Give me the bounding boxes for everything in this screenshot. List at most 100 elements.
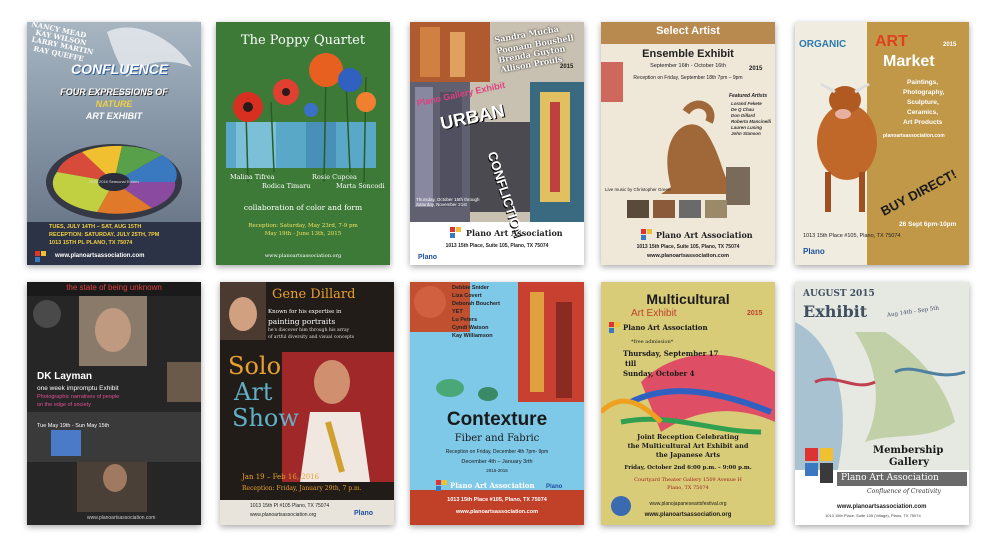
dillard-blurb-4: of artful diversity and visual concepts (268, 335, 355, 340)
ensemble-org: Plano Art Association (656, 230, 753, 240)
ensemble-featured-1: Lorand Fekete (731, 101, 762, 106)
multicultural-title-1: Multicultural (646, 291, 730, 307)
confluence-subtitle-3: ART EXHIBIT (85, 111, 143, 121)
poster-confluence[interactable]: NANCY MEAD KAY WILSON LARRY MARTIN RAY Q… (27, 22, 201, 265)
contexture-reception: Reception on Friday, December 4th 7pm- 9… (445, 449, 549, 455)
poppy-title: The Poppy Quartet (240, 33, 366, 48)
ensemble-year: 2015 (749, 66, 763, 72)
dillard-dates: Jan 19 – Feb 16, 2016 (242, 473, 320, 481)
paa-logo-icon (450, 227, 462, 239)
dillard-name: Gene Dillard (272, 287, 356, 302)
dillard-blurb-3: he's discover him through his array (268, 328, 350, 333)
dillard-paintings (220, 282, 394, 525)
layman-photos (27, 282, 201, 512)
poster-contexture[interactable]: Debbie Snider Liza Covert Deborah Bouche… (410, 282, 584, 525)
confluence-art (27, 27, 201, 265)
layman-artist: DK Layman (37, 371, 93, 382)
multicultural-free: *free admission* (631, 339, 674, 345)
poster-august-exhibit[interactable]: AUGUST 2015 Exhibit Aug 14th - Sep 5th M… (795, 282, 969, 525)
dillard-reception: Reception: Friday, January 29th, 7 p.m. (242, 485, 362, 492)
paa-logo-icon (436, 480, 448, 492)
confluence-subtitle-1: FOUR EXPRESSIONS OF (60, 87, 168, 97)
dillard-address: 1013 15th Pl #105 Plano, TX 75074 (250, 503, 330, 509)
organic-item-3: Sculpture, (907, 99, 939, 106)
contexture-logo: Plano (546, 484, 563, 490)
ensemble-dates: September 16th - October 16th (650, 63, 726, 69)
ensemble-music: Live music by Christopher Green (605, 187, 671, 192)
poppy-painting (226, 53, 376, 183)
ensemble-featured-5: Lauren Lusing (731, 125, 763, 130)
ensemble-title: Ensemble Exhibit (642, 48, 734, 60)
dillard-url[interactable]: www.planoartsassociation.org (250, 512, 317, 518)
layman-line-1: one week impromptu Exhibit (37, 385, 119, 392)
confluence-reception: RECEPTION: SATURDAY, JULY 25TH, 7PM (49, 232, 160, 238)
poppy-url[interactable]: www.planoartsassociation.org (264, 253, 342, 259)
poster-multicultural[interactable]: Multicultural Art Exhibit 2015 Plano Art… (601, 282, 775, 525)
dillard-blurb-1: Known for his expertise in (268, 309, 342, 315)
august-title: Exhibit (803, 302, 868, 321)
ensemble-featured-label: Featured Artists (729, 93, 768, 99)
contexture-artist-4: YET (452, 309, 463, 315)
organic-date: 26 Sept 6pm-10pm (899, 221, 957, 228)
urban-logo: Plano (418, 254, 438, 261)
ensemble-url[interactable]: www.planoartsassociation.com (646, 253, 729, 259)
august-month: AUGUST 2015 (803, 289, 875, 299)
confluence-wheel-label: 2015-2016 Seasonal Entries (88, 179, 140, 184)
organic-item-5: Art Products (903, 119, 943, 126)
poppy-tagline: collaboration of color and form (243, 203, 363, 212)
organic-item-1: Paintings, (907, 79, 939, 86)
layman-url[interactable]: www.planoartsassociation.com (87, 515, 156, 521)
august-address: 1013 15th Place, Suite 105 (Village), Pl… (825, 513, 921, 518)
ensemble-address: 1013 15th Place, Suite 105, Plano, TX 75… (636, 244, 740, 250)
organic-item-2: Photography, (903, 89, 945, 96)
organic-url[interactable]: planoartsassociation.com (883, 133, 945, 139)
contexture-url[interactable]: www.planoartsassociation.com (455, 509, 538, 515)
layman-header: the state of being unknown (66, 283, 162, 292)
urban-address: 1013 15th Place, Suite 105, Plano, TX 75… (445, 243, 549, 249)
confluence-url[interactable]: www.planoartsassociation.com (55, 253, 145, 259)
poster-dk-layman[interactable]: the state of being unknown DK Layman one… (27, 282, 201, 525)
poster-poppy-quartet[interactable]: The Poppy Quartet Malina Tifrea Rosie Cu… (216, 22, 390, 265)
contexture-artist-5: Lu Peters (452, 317, 478, 323)
poppy-artist-4: Marta Soncodi (336, 182, 385, 190)
multicultural-url-1[interactable]: www.planojapaneseartsfestival.org (649, 501, 727, 507)
poppy-artist-1: Malina Tifrea (230, 173, 275, 181)
poppy-reception: Reception: Saturday, May 23rd, 7-9 pm (248, 223, 358, 229)
dillard-solo-2: Art (234, 378, 273, 406)
confluence-subtitle-2: NATURE (95, 99, 133, 109)
contexture-artist-6: Cyndi Watson (452, 325, 489, 331)
contexture-artist-2: Liza Covert (452, 293, 482, 299)
ensemble-featured-2: De Q Chau (731, 107, 755, 112)
organic-word-2: ART (875, 33, 908, 50)
poster-ensemble-exhibit[interactable]: Select Artist Ensemble Exhibit September… (601, 22, 775, 265)
urban-org: Plano Art Association (466, 228, 563, 238)
paa-logo-icon (641, 229, 653, 241)
urban-year: 2015 (560, 64, 574, 70)
confluence-address: 1013 15TH PL PLANO, TX 75074 (49, 240, 133, 246)
contexture-artist-7: Kay Williamson (452, 333, 493, 339)
urban-dates: Thursday, October 15th through Saturday,… (416, 197, 480, 207)
ensemble-art (601, 62, 750, 218)
organic-year: 2015 (943, 42, 957, 48)
august-url[interactable]: www.planoartsassociation.com (837, 504, 927, 510)
multicultural-joint-3: the Japanese Arts (655, 451, 721, 459)
organic-item-4: Ceramics, (907, 109, 939, 116)
poppy-dates: May 19th - June 13th, 2015 (264, 231, 342, 237)
multicultural-joint-1: Joint Reception Celebrating (637, 433, 739, 441)
ensemble-featured-4: Roberta Mancinelli (731, 119, 772, 124)
multicultural-reception: Friday, October 2nd 6:00 p.m. – 9:00 p.m… (624, 465, 752, 471)
poster-urban-confliction[interactable]: Sandra Mucha Poonam Boushell Brenda Guyt… (410, 22, 584, 265)
poppy-artist-2: Rosie Cupcea (312, 173, 357, 181)
paa-logo-icon (35, 251, 47, 263)
multicultural-dates-2: till (625, 359, 637, 368)
multicultural-joint-2: the Multicultural Art Exhibit and (627, 442, 749, 450)
multicultural-url-2[interactable]: www.planoartsassociation.org (644, 512, 732, 518)
poster-gene-dillard[interactable]: Gene Dillard Known for his expertise in … (220, 282, 394, 525)
multicultural-city: Plano, TX 75074 (667, 485, 709, 491)
dillard-solo-1: Solo (228, 352, 282, 380)
layman-line-2: Photographic narratives of people (37, 394, 120, 400)
ensemble-featured-3: Don Dillard (731, 113, 756, 118)
poster-organic-art-market[interactable]: ORGANIC ART 2015 Market Paintings, Photo… (795, 22, 969, 265)
contexture-artist-1: Debbie Snider (452, 285, 489, 291)
multicultural-art (601, 354, 775, 516)
